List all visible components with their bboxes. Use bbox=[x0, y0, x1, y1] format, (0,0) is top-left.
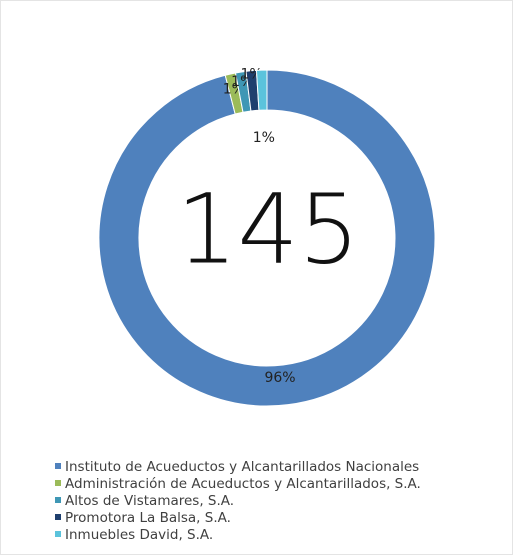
legend-swatch bbox=[55, 514, 61, 520]
legend-swatch bbox=[55, 497, 61, 503]
legend-label: Altos de Vistamares, S.A. bbox=[65, 493, 234, 509]
legend-label: Promotora La Balsa, S.A. bbox=[65, 510, 231, 526]
data-label: 1% bbox=[253, 130, 275, 146]
legend-swatch bbox=[55, 463, 61, 469]
legend-label: Administración de Acueductos y Alcantari… bbox=[65, 476, 421, 492]
data-label: 96% bbox=[264, 370, 295, 386]
center-label: 145 bbox=[176, 173, 359, 285]
legend-label: Inmuebles David, S.A. bbox=[65, 527, 213, 543]
legend-swatch bbox=[55, 531, 61, 537]
legend-label: Instituto de Acueductos y Alcantarillado… bbox=[65, 459, 419, 475]
donut-slice bbox=[255, 69, 268, 111]
donut-slice bbox=[98, 69, 436, 407]
legend-swatch bbox=[55, 480, 61, 486]
